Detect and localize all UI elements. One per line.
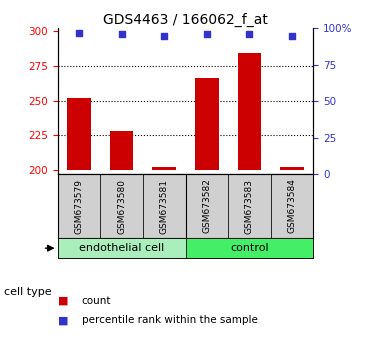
- Bar: [195, 78, 219, 170]
- Text: GSM673584: GSM673584: [288, 178, 297, 233]
- Point: [76, 30, 82, 35]
- Bar: [67, 98, 91, 170]
- Bar: [238, 53, 261, 170]
- Text: GSM673581: GSM673581: [160, 178, 169, 234]
- Point: [119, 31, 125, 37]
- Text: percentile rank within the sample: percentile rank within the sample: [82, 315, 257, 325]
- Text: GSM673580: GSM673580: [117, 178, 126, 234]
- Text: ■: ■: [58, 296, 68, 306]
- Bar: [280, 167, 304, 170]
- Point: [204, 31, 210, 37]
- Text: GSM673583: GSM673583: [245, 178, 254, 234]
- Text: control: control: [230, 243, 269, 253]
- Bar: [58, 174, 100, 238]
- Bar: [186, 174, 228, 238]
- Bar: [186, 238, 313, 258]
- Text: ■: ■: [58, 315, 68, 325]
- Point: [247, 31, 253, 37]
- Bar: [58, 238, 186, 258]
- Bar: [228, 174, 271, 238]
- Bar: [110, 131, 133, 170]
- Text: count: count: [82, 296, 111, 306]
- Bar: [100, 174, 143, 238]
- Point: [161, 33, 167, 39]
- Bar: [271, 174, 313, 238]
- Text: endothelial cell: endothelial cell: [79, 243, 164, 253]
- Title: GDS4463 / 166062_f_at: GDS4463 / 166062_f_at: [103, 13, 268, 27]
- Text: GSM673582: GSM673582: [202, 178, 211, 233]
- Bar: [143, 174, 186, 238]
- Bar: [152, 167, 176, 170]
- Text: cell type: cell type: [4, 287, 51, 297]
- Point: [289, 33, 295, 39]
- Text: GSM673579: GSM673579: [74, 178, 83, 234]
